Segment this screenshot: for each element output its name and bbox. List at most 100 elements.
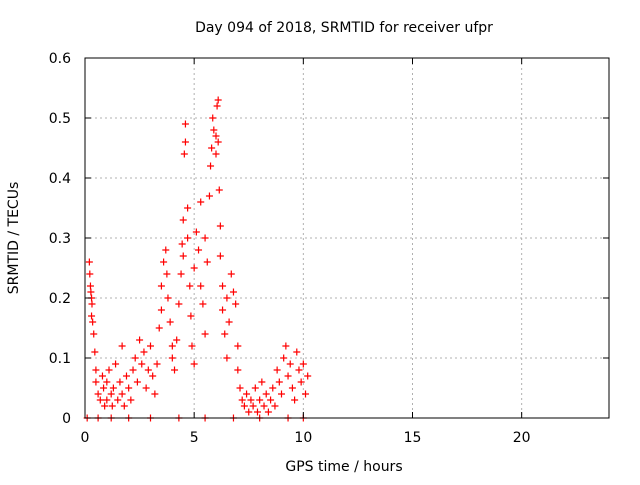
data-point [116,378,124,386]
data-point [209,114,217,122]
data-point [208,144,216,152]
data-point [91,348,99,356]
data-point [223,294,231,302]
data-point [190,360,198,368]
data-point [127,396,135,404]
data-point [88,300,96,308]
data-point [267,396,275,404]
data-point [120,402,128,410]
y-tick-label: 0 [62,411,71,427]
data-point [125,384,133,392]
data-point [168,342,176,350]
data-point [302,390,310,398]
data-point [223,354,231,362]
data-point [212,132,220,140]
data-point [216,252,224,260]
y-tick-label: 0.6 [49,51,71,67]
data-point [114,396,122,404]
data-point [100,384,108,392]
data-point [173,336,181,344]
data-point [177,270,185,278]
data-point [271,402,279,410]
y-tick-label: 0.1 [49,351,71,367]
data-point [118,390,126,398]
data-point [151,390,159,398]
x-axis-label: GPS time / hours [285,459,402,475]
y-axis: 0 0.1 0.2 0.3 0.4 0.5 0.6 [49,51,609,427]
data-point [282,342,290,350]
data-point [243,390,251,398]
data-point [179,252,187,260]
data-point [112,360,120,368]
data-point [295,366,303,374]
data-point [260,402,268,410]
data-point [278,390,285,398]
data-point [203,258,211,266]
data-point [86,282,94,290]
data-point [190,264,198,272]
data-point [157,306,165,314]
data-point [118,342,126,350]
data-point [96,396,104,404]
x-tick-label: 0 [81,430,90,446]
data-point [186,282,194,290]
data-point [216,222,224,230]
data-point [155,324,163,332]
data-point [229,288,237,296]
data-point [234,366,242,374]
data-point [144,366,152,374]
data-point [85,258,93,266]
data-point [199,300,207,308]
data-point [181,120,189,128]
data-point [227,270,235,278]
data-point [168,354,176,362]
data-point [180,150,188,158]
grid [85,58,609,418]
x-tick-label: 5 [190,430,199,446]
data-point [258,378,266,386]
data-point [291,396,299,404]
data-point [136,336,144,344]
data-point [184,234,192,242]
data-point [140,348,148,356]
data-point [304,372,312,380]
y-tick-label: 0.2 [49,291,71,307]
data-point [109,384,117,392]
data-point [214,138,222,146]
data-point [147,342,154,350]
data-point [103,378,111,386]
data-point [94,390,102,398]
y-tick-label: 0.5 [49,111,71,127]
data-point [142,384,150,392]
data-point [247,396,255,404]
data-point [280,354,288,362]
data-point [288,384,296,392]
data-point [213,102,221,110]
data-point [90,330,98,338]
data-point [133,378,141,386]
data-point [162,246,170,254]
data-point [297,378,305,386]
data-point [87,288,95,296]
data-point [107,390,115,398]
data-point [299,360,307,368]
data-point [201,330,209,338]
data-point [101,402,109,410]
data-point [181,138,189,146]
x-axis: 0 5 10 15 20 [81,58,531,446]
y-tick-label: 0.4 [49,171,71,187]
data-point [293,348,301,356]
data-point [284,372,292,380]
data-point [103,396,111,404]
data-point [215,186,223,194]
data-point [166,318,174,326]
data-point [269,384,277,392]
data-point [149,372,157,380]
x-tick-label: 15 [404,430,422,446]
data-point [232,300,240,308]
data-point [98,372,106,380]
data-point [214,96,222,104]
y-tick-label: 0.3 [49,231,71,247]
data-point [197,198,205,206]
